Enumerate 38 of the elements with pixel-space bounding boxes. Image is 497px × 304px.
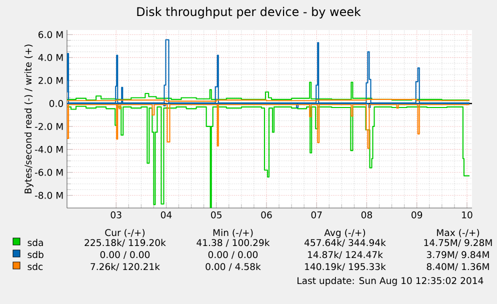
y-tick-label: -6.0 M: [34, 168, 63, 176]
y-tick-label: 2.0 M: [38, 77, 63, 84]
x-tick-label: 10: [462, 211, 472, 218]
y-axis-title: Bytes/second read (-) / write (+): [24, 44, 34, 194]
y-tick-label: 6.0 M: [38, 31, 63, 38]
legend-label: sdb: [28, 250, 44, 258]
x-tick-label: 08: [361, 211, 372, 218]
x-tick-label: 03: [110, 211, 122, 218]
chart-title: Disk throughput per device - by week: [137, 6, 361, 18]
text: 8.40M/ 1.36M: [426, 263, 489, 271]
x-tick-label: 06: [261, 211, 272, 218]
text: Cur (-/+): [105, 228, 145, 238]
y-tick-label: 0.0: [49, 100, 64, 107]
text: Min (-/+): [213, 228, 253, 238]
y-tick-label: -8.0 M: [34, 192, 63, 199]
legend-label: sda: [28, 238, 43, 246]
text: 41.38 / 100.29k: [196, 238, 270, 247]
text: 14.75M/ 9.28M: [424, 239, 492, 247]
x-tick-label: 09: [412, 211, 422, 218]
y-tick-label: 4.0 M: [38, 54, 63, 62]
legend-label: sdc: [28, 262, 43, 270]
text: Avg (-/+): [324, 228, 366, 238]
text: 7.26k/ 120.21k: [90, 262, 160, 271]
text: Last update: Sun Aug 10 12:35:02 2014: [298, 276, 484, 286]
text: 457.64k/ 344.94k: [304, 238, 386, 247]
y-tick-label: -4.0 M: [34, 146, 63, 153]
x-tick-label: 05: [211, 211, 222, 218]
text: 0.00 / 0.00: [208, 251, 258, 259]
text: 0.00 / 0.00: [100, 251, 150, 259]
text: Max (-/+): [437, 228, 480, 238]
text: 0.00 / 4.58k: [206, 262, 261, 271]
y-tick-label: -2.0 M: [34, 122, 63, 130]
text: 3.79M/ 9.84M: [426, 251, 489, 259]
text: 14.87k/ 124.47k: [308, 250, 383, 259]
x-tick-label: 04: [160, 211, 172, 218]
text: 140.19k/ 195.33k: [305, 262, 386, 271]
text: 225.18k/ 119.20k: [84, 238, 166, 247]
x-tick-label: 07: [311, 211, 322, 218]
